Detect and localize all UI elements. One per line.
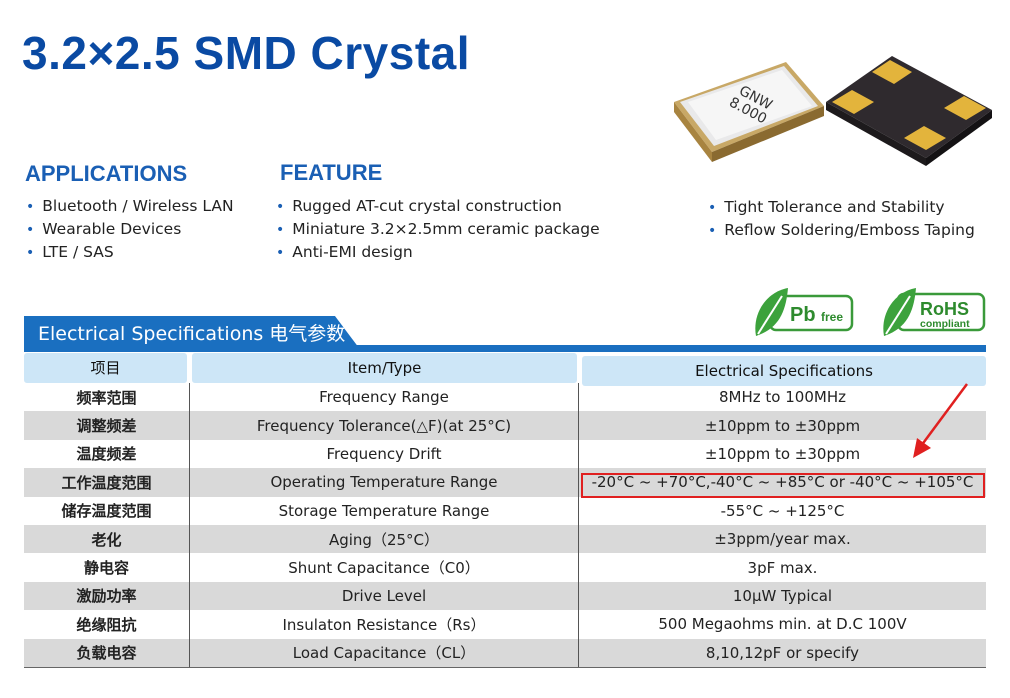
cell-item: Frequency Tolerance(△F)(at 25°C) (256, 416, 512, 435)
cell-spec: 8,10,12pF or specify (705, 643, 860, 662)
list-item: Wearable Devices (26, 218, 234, 241)
cell-item: Aging（25°C） (328, 530, 440, 549)
cell-spec: 8MHz to 100MHz (719, 388, 846, 407)
table-row: 频率范围 Frequency Range 8MHz to 100MHz (24, 383, 986, 411)
table-row: 储存温度范围 Storage Temperature Range -55°C ~… (24, 497, 986, 525)
cell-cn: 激励功率 (76, 587, 137, 606)
table-row: 老化 Aging（25°C） ±3ppm/year max. (24, 525, 986, 554)
pb-free-badge: Pb free (755, 288, 854, 336)
highlight-box (581, 473, 985, 498)
list-item: Reflow Soldering/Emboss Taping (708, 219, 975, 242)
applications-list: Bluetooth / Wireless LAN Wearable Device… (26, 195, 234, 264)
column-divider (189, 383, 190, 667)
cell-cn: 老化 (91, 530, 122, 549)
cell-item: Frequency Drift (326, 444, 442, 463)
table-row: 激励功率 Drive Level 10μW Typical (24, 581, 986, 611)
cell-spec: 10μW Typical (732, 586, 833, 605)
cell-item: Operating Temperature Range (270, 473, 498, 492)
list-item: Tight Tolerance and Stability (708, 196, 975, 219)
applications-heading: APPLICATIONS (25, 161, 188, 186)
cell-spec: -20°C ~ +70°C,-40°C ~ +85°C or -40°C ~ +… (591, 473, 974, 492)
cell-cn: 温度频差 (76, 445, 137, 464)
list-item: LTE / SAS (26, 241, 234, 264)
page-title: 3.2×2.5 SMD Crystal (22, 27, 471, 79)
pb-text: Pb (790, 304, 816, 326)
cell-spec: ±3ppm/year max. (714, 530, 851, 549)
red-arrow-icon (913, 383, 969, 458)
list-item: Rugged AT-cut crystal construction (276, 195, 600, 218)
cell-cn: 储存温度范围 (61, 502, 152, 521)
cell-item: Insulaton Resistance（Rs） (282, 615, 486, 634)
list-item: Anti-EMI design (276, 241, 600, 264)
feature-list: Rugged AT-cut crystal construction Minia… (276, 195, 600, 264)
header-electrical-specs: Electrical Specifications (582, 356, 986, 386)
cell-cn: 绝缘阻抗 (76, 615, 137, 634)
cell-spec: 500 Megaohms min. at D.C 100V (658, 615, 907, 634)
rohs-text: RoHS (920, 299, 969, 319)
list-item: Miniature 3.2×2.5mm ceramic package (276, 218, 599, 241)
banner-underline (24, 345, 986, 352)
header-item-cn: 项目 (24, 353, 187, 383)
table-row: 工作温度范围 Operating Temperature Range -20°C… (24, 468, 986, 497)
cell-spec: 3pF max. (747, 558, 818, 577)
column-divider (578, 383, 579, 667)
cell-cn: 负载电容 (76, 644, 137, 663)
cell-cn: 静电容 (83, 559, 129, 578)
cell-cn: 调整频差 (76, 417, 137, 436)
cell-item: Drive Level (341, 586, 427, 605)
header-item-type: Item/Type (192, 353, 577, 383)
table-row: 调整频差 Frequency Tolerance(△F)(at 25°C) ±1… (24, 411, 986, 440)
cell-item: Shunt Capacitance（C0） (288, 559, 480, 578)
crystal-product-image: GNW 8.000 (674, 56, 992, 166)
cell-spec: ±10ppm to ±30ppm (704, 444, 861, 463)
cell-spec: -55°C ~ +125°C (720, 501, 845, 520)
table-row: 负载电容 Load Capacitance（CL） 8,10,12pF or s… (24, 638, 986, 667)
feature-heading: FEATURE (280, 160, 383, 185)
cell-item: Frequency Range (319, 388, 449, 407)
table-bottom-border (24, 667, 986, 668)
feature-list-right: Tight Tolerance and Stability Reflow Sol… (708, 196, 975, 242)
table-row: 温度频差 Frequency Drift ±10ppm to ±30ppm (24, 440, 986, 468)
cell-item: Load Capacitance（CL） (292, 644, 476, 663)
table-row: 静电容 Shunt Capacitance（C0） 3pF max. (24, 553, 986, 581)
pb-free-text: free (821, 310, 843, 324)
cell-item: Storage Temperature Range (278, 501, 490, 520)
list-item: Bluetooth / Wireless LAN (26, 195, 233, 218)
rohs-compliant-text: compliant (920, 318, 970, 330)
spec-banner: Electrical Specifications 电气参数 (24, 316, 362, 352)
cell-spec: ±10ppm to ±30ppm (704, 416, 861, 435)
cell-cn: 工作温度范围 (61, 473, 152, 492)
rohs-badge: RoHS compliant (883, 288, 986, 336)
cell-cn: 频率范围 (76, 388, 137, 407)
table-row: 绝缘阻抗 Insulaton Resistance（Rs） 500 Megaoh… (24, 610, 986, 638)
